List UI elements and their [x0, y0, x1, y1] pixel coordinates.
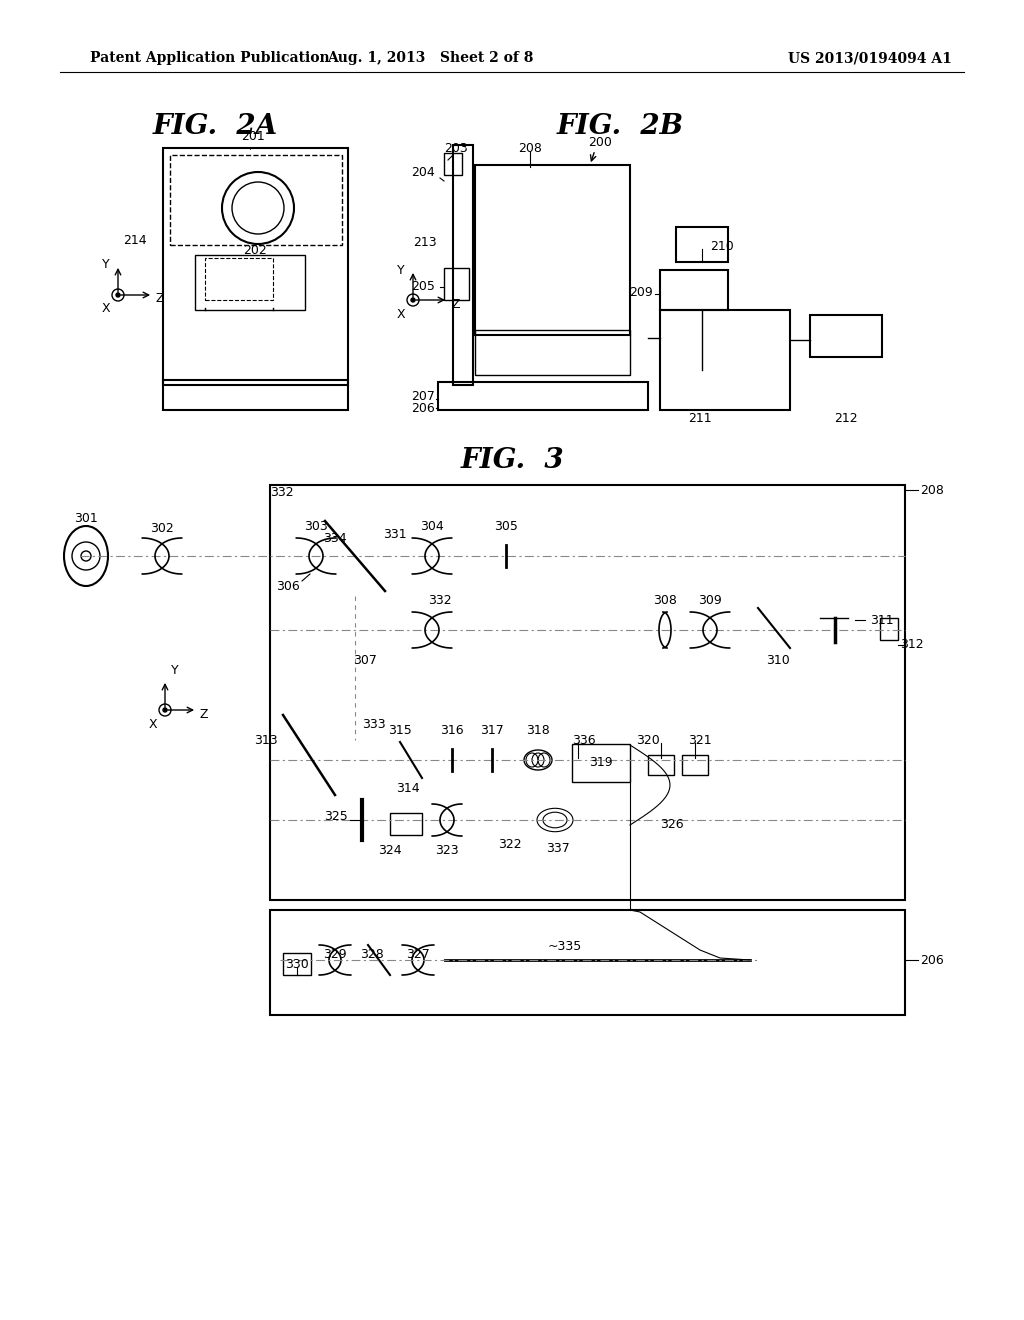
Text: 313: 313	[254, 734, 278, 747]
Text: 308: 308	[653, 594, 677, 606]
Text: FIG.  2A: FIG. 2A	[153, 112, 278, 140]
Bar	[660, 271, 728, 310]
Text: 208: 208	[920, 483, 944, 496]
Bar	[648, 755, 674, 775]
Circle shape	[411, 298, 415, 302]
Bar	[676, 227, 728, 261]
Bar	[880, 618, 898, 640]
Bar	[170, 154, 342, 246]
Text: 311: 311	[870, 614, 894, 627]
Text: 318: 318	[526, 723, 550, 737]
Text: 327: 327	[407, 949, 430, 961]
Text: 334: 334	[324, 532, 347, 544]
Text: US 2013/0194094 A1: US 2013/0194094 A1	[788, 51, 952, 65]
Bar	[810, 315, 882, 356]
Text: 319: 319	[589, 756, 612, 770]
Text: 304: 304	[420, 520, 443, 532]
Bar	[475, 330, 630, 375]
Text: Z: Z	[451, 297, 460, 310]
Text: 312: 312	[900, 639, 924, 652]
Text: 310: 310	[766, 653, 790, 667]
Text: 202: 202	[243, 243, 267, 256]
Text: FIG.  2B: FIG. 2B	[556, 112, 684, 140]
Text: 321: 321	[688, 734, 712, 747]
Circle shape	[163, 708, 167, 711]
Bar	[205, 257, 273, 300]
Text: 316: 316	[440, 723, 464, 737]
Bar	[444, 153, 462, 176]
Text: 303: 303	[304, 520, 328, 532]
Text: Y: Y	[171, 664, 179, 676]
Bar	[438, 381, 648, 411]
Bar	[453, 145, 473, 385]
Text: Z: Z	[200, 709, 209, 722]
Bar	[475, 165, 630, 335]
Text: 200: 200	[588, 136, 612, 149]
Text: 208: 208	[518, 141, 542, 154]
Text: Z: Z	[156, 293, 165, 305]
Text: 305: 305	[494, 520, 518, 532]
Text: 314: 314	[396, 781, 420, 795]
Text: Patent Application Publication: Patent Application Publication	[90, 51, 330, 65]
Text: 206: 206	[412, 403, 435, 416]
Bar	[283, 953, 311, 975]
Text: 212: 212	[835, 412, 858, 425]
Text: Aug. 1, 2013   Sheet 2 of 8: Aug. 1, 2013 Sheet 2 of 8	[327, 51, 534, 65]
Text: Y: Y	[102, 259, 110, 272]
Bar	[195, 255, 305, 310]
Text: 331: 331	[383, 528, 407, 540]
Text: 203: 203	[444, 141, 468, 154]
Bar	[682, 755, 708, 775]
Text: 323: 323	[435, 843, 459, 857]
Bar	[270, 484, 905, 900]
Text: 306: 306	[276, 579, 300, 593]
Text: 214: 214	[123, 234, 146, 247]
Text: 302: 302	[151, 521, 174, 535]
Text: 207: 207	[411, 391, 435, 404]
Bar	[390, 813, 422, 836]
Text: 210: 210	[710, 240, 734, 253]
Text: ~335: ~335	[548, 940, 582, 953]
Circle shape	[116, 293, 120, 297]
Text: 336: 336	[572, 734, 596, 747]
Text: X: X	[396, 308, 406, 321]
Text: 332: 332	[428, 594, 452, 606]
Text: FIG.  3: FIG. 3	[460, 446, 564, 474]
Text: 329: 329	[324, 949, 347, 961]
Text: 307: 307	[353, 653, 377, 667]
Text: 301: 301	[74, 511, 98, 524]
Bar	[572, 744, 630, 781]
Text: 317: 317	[480, 723, 504, 737]
Text: 315: 315	[388, 723, 412, 737]
Text: 204: 204	[412, 166, 435, 180]
Text: Y: Y	[397, 264, 406, 276]
Text: X: X	[101, 302, 110, 315]
Text: 209: 209	[630, 285, 653, 298]
Text: 205: 205	[411, 281, 435, 293]
Text: 328: 328	[360, 949, 384, 961]
Text: 201: 201	[241, 129, 265, 149]
Bar	[163, 148, 348, 385]
Text: 333: 333	[362, 718, 386, 731]
Text: X: X	[148, 718, 157, 730]
Bar	[444, 268, 469, 300]
Text: 330: 330	[285, 958, 309, 972]
Text: 213: 213	[414, 235, 437, 248]
Text: 325: 325	[325, 810, 348, 824]
Text: 206: 206	[920, 953, 944, 966]
Text: 332: 332	[270, 486, 294, 499]
Text: 309: 309	[698, 594, 722, 606]
Text: 320: 320	[636, 734, 659, 747]
Bar	[163, 380, 348, 411]
Text: 326: 326	[660, 818, 684, 832]
Text: 211: 211	[688, 412, 712, 425]
Text: 337: 337	[546, 842, 570, 854]
Text: 324: 324	[378, 843, 401, 857]
Bar	[270, 909, 905, 1015]
Text: 322: 322	[499, 838, 522, 851]
Bar	[660, 310, 790, 411]
